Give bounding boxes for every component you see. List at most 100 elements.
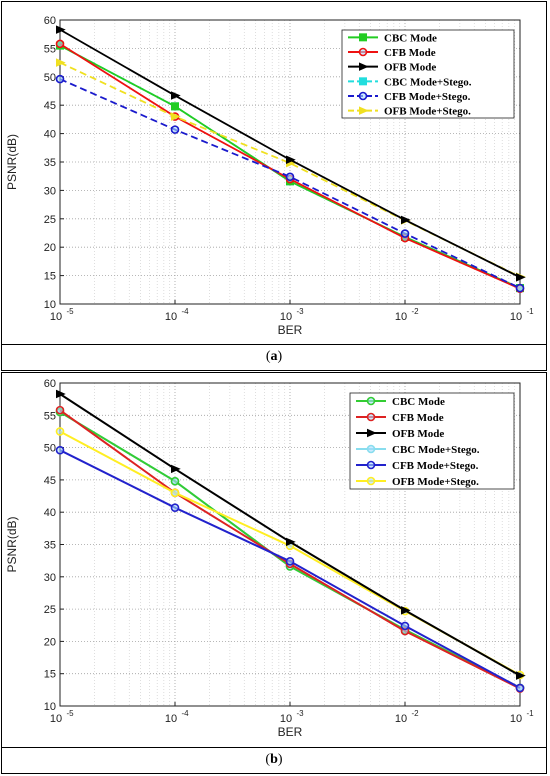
y-tick-label: 40	[44, 129, 56, 141]
data-point	[55, 39, 65, 49]
y-tick-label: 20	[44, 242, 56, 254]
legend-label: CFB Mode+Stego.	[384, 91, 471, 103]
data-point	[170, 503, 180, 512]
legend-swatch-marker	[359, 62, 369, 71]
data-point	[285, 556, 295, 566]
legend-swatch-marker	[359, 106, 369, 115]
y-tick-label: 60	[44, 15, 56, 27]
y-tick-label: 10	[44, 299, 56, 311]
data-point	[55, 445, 65, 455]
x-tick-exponent: -2	[411, 307, 419, 316]
legend-swatch-marker	[367, 428, 377, 438]
y-tick-label: 45	[44, 100, 56, 112]
x-tick-label: 10	[50, 713, 62, 725]
x-tick-label: 10	[510, 713, 522, 725]
x-tick-label: 10	[165, 713, 177, 725]
data-point	[401, 215, 411, 225]
chart-a: 10 15 20 25 30 35 40 45 50 55 60 10 -5 10 -4 10 -3 10 -2 10…	[5, 15, 534, 337]
data-point	[55, 74, 65, 84]
data-point	[286, 537, 296, 547]
x-tick-exponent: -3	[296, 307, 304, 316]
x-tick-exponent: -2	[411, 709, 419, 718]
x-tick-exponent: -3	[296, 709, 304, 718]
x-tick-exponent: -5	[66, 307, 74, 316]
series-2	[56, 25, 526, 282]
data-point	[400, 621, 410, 631]
data-point	[171, 102, 179, 111]
legend-swatch-marker	[358, 91, 368, 101]
y-axis-label: PSNR(dB)	[5, 516, 19, 572]
caption-row-a: (a)	[1, 345, 547, 371]
legend-swatch-marker	[359, 33, 367, 42]
legend-label: CFB Mode	[392, 412, 444, 424]
x-tick-label: 10	[395, 311, 407, 323]
y-tick-label: 35	[44, 157, 56, 169]
legend-label: OFB Mode+Stego.	[392, 476, 479, 488]
data-point	[516, 671, 526, 680]
chart-b: 10 15 20 25 30 35 40 45 50 55 60 10 -5 10 -4 10 -3 10 -2 10…	[5, 378, 534, 739]
legend-label: CFB Mode	[384, 47, 436, 59]
legend: CBC Mode CFB Mode OFB Mode CBC Mode+Stego. C…	[341, 29, 515, 119]
x-axis-label: BER	[278, 323, 303, 337]
data-point	[55, 405, 65, 415]
series-4	[55, 445, 525, 693]
legend-swatch-marker	[359, 77, 367, 86]
data-point	[170, 476, 180, 486]
data-point	[56, 58, 66, 67]
data-point	[56, 25, 66, 34]
y-tick-label: 35	[44, 540, 56, 552]
y-tick-label: 15	[44, 669, 56, 681]
y-tick-label: 30	[44, 572, 56, 584]
data-point	[400, 229, 410, 238]
legend-swatch-marker	[366, 412, 376, 422]
x-tick-label: 10	[395, 713, 407, 725]
legend-swatch-marker	[366, 396, 376, 406]
y-tick-label: 50	[44, 72, 56, 84]
y-tick-label: 25	[44, 214, 56, 226]
data-point	[171, 91, 181, 100]
y-tick-label: 25	[44, 604, 56, 616]
legend-label: CBC Mode	[392, 396, 445, 408]
legend-swatch-marker	[358, 47, 368, 57]
data-point	[171, 112, 181, 121]
caption-a: (a)	[265, 349, 283, 364]
data-point	[515, 683, 525, 693]
data-point	[171, 464, 181, 474]
y-tick-label: 55	[44, 410, 56, 422]
legend-box	[341, 29, 515, 119]
x-tick-exponent: -1	[526, 709, 534, 718]
legend-swatch-marker	[366, 444, 376, 454]
x-tick-exponent: -4	[181, 709, 189, 718]
figure-panel-b: 10 15 20 25 30 35 40 45 50 55 60 10 -5 10 -4 10 -3 10 -2 10…	[1, 372, 547, 748]
y-tick-label: 10	[44, 701, 56, 713]
data-point	[56, 389, 66, 399]
y-tick-label: 50	[44, 443, 56, 455]
caption-row-b: (b)	[1, 748, 547, 774]
y-tick-label: 45	[44, 475, 56, 487]
y-tick-label: 15	[44, 271, 56, 283]
legend-label: CBC Mode+Stego.	[392, 444, 480, 456]
legend: CBC Mode CFB Mode OFB Mode CBC Mode+Stego. C…	[349, 392, 515, 490]
legend-label: CFB Mode+Stego.	[392, 460, 479, 472]
data-point	[516, 273, 526, 282]
caption-b: (b)	[265, 752, 283, 767]
x-tick-label: 10	[165, 311, 177, 323]
x-axis-label: BER	[278, 725, 303, 739]
legend-swatch-marker	[366, 476, 376, 486]
legend-label: CBC Mode+Stego.	[384, 76, 472, 88]
x-tick-exponent: -1	[526, 307, 534, 316]
y-axis-label: PSNR(dB)	[5, 134, 19, 190]
legend-label: OFB Mode	[384, 62, 436, 74]
data-point	[285, 172, 295, 182]
y-tick-label: 55	[44, 43, 56, 55]
data-point	[515, 283, 525, 293]
data-point	[55, 427, 65, 436]
x-tick-exponent: -4	[181, 307, 189, 316]
figure-panel-a: 10 15 20 25 30 35 40 45 50 55 60 10 -5 10 -4 10 -3 10 -2 10…	[1, 1, 547, 345]
legend-swatch-marker	[366, 460, 376, 470]
x-tick-label: 10	[280, 311, 292, 323]
x-tick-exponent: -5	[66, 709, 74, 718]
legend-label: OFB Mode+Stego.	[384, 106, 471, 118]
series-4	[55, 74, 525, 293]
legend-label: OFB Mode	[392, 428, 444, 440]
